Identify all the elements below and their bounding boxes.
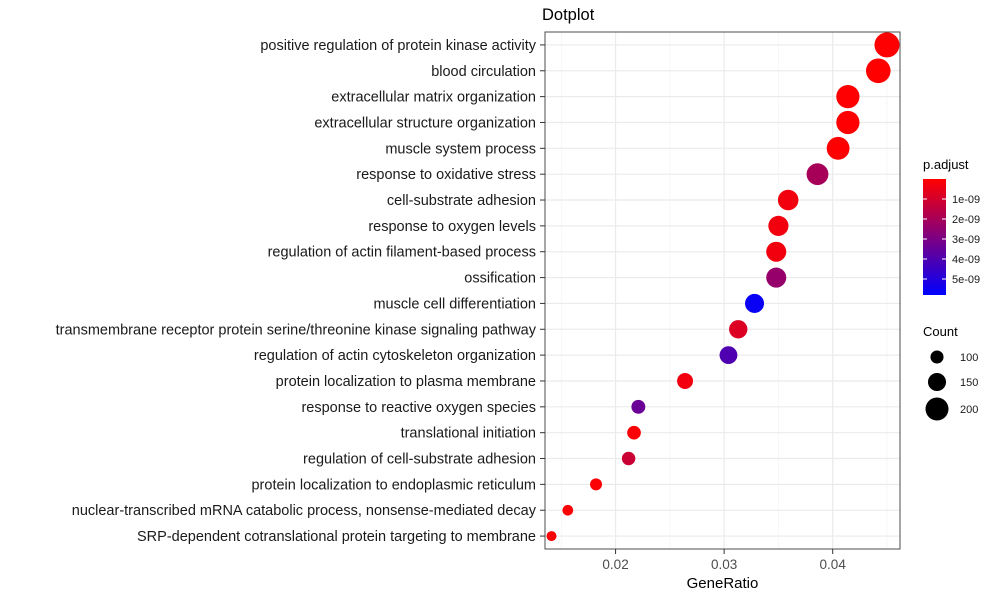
size-legend-label: 100 (960, 352, 978, 364)
plot-panel (545, 32, 900, 549)
data-point (836, 110, 860, 135)
data-point (562, 504, 574, 516)
y-tick-label: muscle cell differentiation (373, 296, 536, 312)
y-tick-label: response to oxygen levels (368, 219, 536, 235)
data-point (768, 215, 789, 236)
data-point (806, 163, 829, 186)
y-tick-label: translational initiation (401, 426, 536, 442)
size-legend-key (927, 372, 947, 392)
y-axis: positive regulation of protein kinase ac… (56, 38, 545, 545)
data-point (719, 346, 738, 365)
size-legend-key (925, 397, 949, 421)
y-tick-label: extracellular matrix organization (331, 90, 536, 106)
data-point (627, 425, 641, 440)
y-tick-label: nuclear-transcribed mRNA catabolic proce… (72, 503, 537, 519)
data-point (621, 451, 636, 466)
y-tick-label: blood circulation (431, 64, 536, 80)
y-tick-label: regulation of actin cytoskeleton organiz… (254, 348, 536, 364)
x-tick-label: 0.02 (602, 557, 628, 572)
y-tick-label: cell-substrate adhesion (387, 193, 536, 209)
y-tick-label: extracellular structure organization (314, 115, 536, 131)
data-point (836, 85, 860, 109)
size-legend-label: 200 (960, 404, 978, 416)
x-axis: 0.02 0.03 0.04 (602, 549, 846, 572)
size-legend-label: 150 (960, 377, 978, 389)
color-legend-bar (923, 179, 946, 295)
color-legend-title: p.adjust (923, 157, 969, 172)
data-point (745, 293, 765, 313)
size-legend-key (930, 350, 944, 364)
color-legend-label: 3e-09 (952, 234, 980, 246)
size-legend-title: Count (923, 324, 958, 339)
data-point (631, 399, 646, 414)
data-point (826, 136, 850, 160)
color-legend-label: 1e-09 (952, 194, 980, 206)
data-point (729, 320, 748, 339)
color-legend-label: 5e-09 (952, 274, 980, 286)
y-tick-label: positive regulation of protein kinase ac… (260, 38, 536, 54)
data-point (865, 58, 891, 84)
grid-lines (545, 32, 900, 549)
x-tick-label: 0.04 (820, 557, 847, 572)
x-tick-label: 0.03 (711, 557, 737, 572)
data-point (874, 32, 900, 58)
x-axis-title: GeneRatio (687, 575, 759, 592)
color-legend-label: 4e-09 (952, 254, 980, 266)
data-points (546, 32, 900, 542)
data-point (590, 478, 603, 491)
data-point (766, 267, 787, 288)
y-tick-label: SRP-dependent cotranslational protein ta… (137, 529, 536, 545)
y-tick-label: protein localization to endoplasmic reti… (251, 477, 536, 493)
color-legend-label: 2e-09 (952, 214, 980, 226)
y-tick-label: ossification (464, 271, 536, 287)
y-tick-label: regulation of cell-substrate adhesion (303, 452, 536, 468)
y-tick-label: response to reactive oxygen species (301, 400, 536, 416)
y-tick-label: muscle system process (385, 141, 536, 157)
y-tick-label: response to oxidative stress (356, 167, 536, 183)
y-tick-label: transmembrane receptor protein serine/th… (56, 322, 537, 338)
chart-title: Dotplot (542, 6, 595, 24)
panel-border (544, 31, 901, 550)
y-tick-label: regulation of actin filament-based proce… (268, 245, 536, 261)
y-tick-label: protein localization to plasma membrane (276, 374, 536, 390)
data-point (766, 241, 787, 262)
data-point (777, 189, 799, 211)
data-point (546, 531, 557, 542)
data-point (677, 372, 694, 389)
